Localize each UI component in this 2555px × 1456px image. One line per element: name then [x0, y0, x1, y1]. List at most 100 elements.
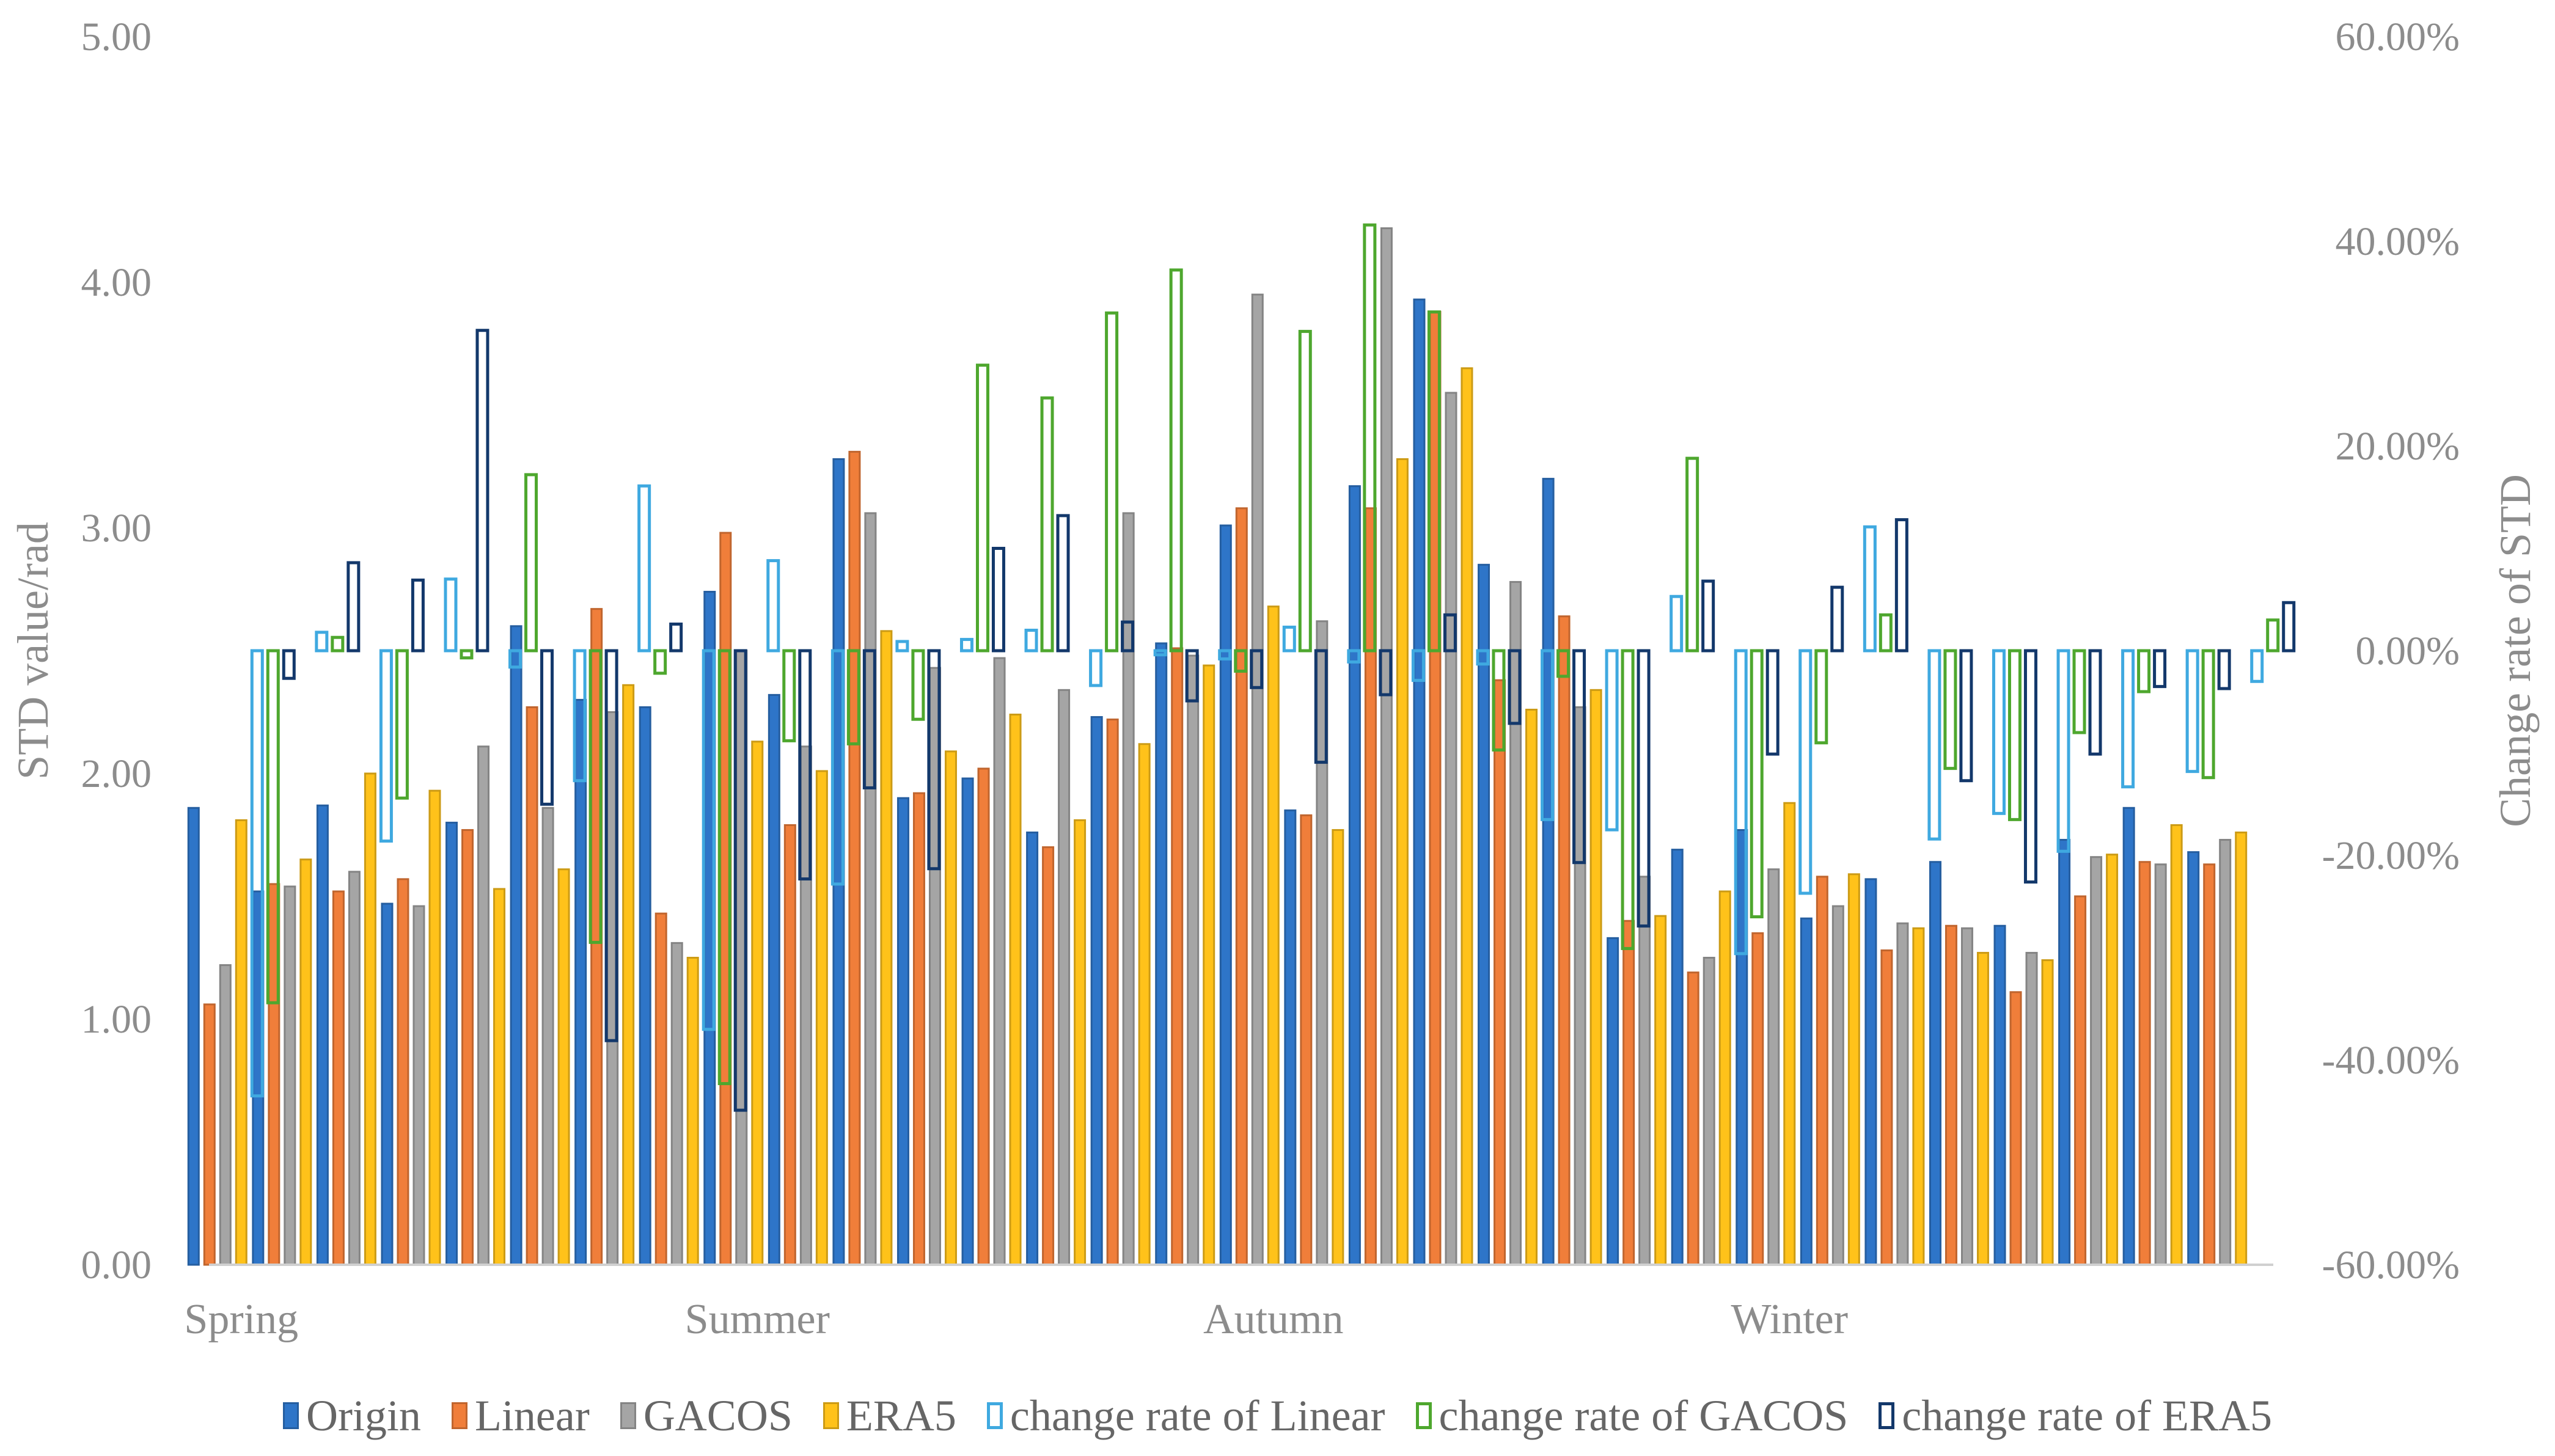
bar-gacos — [1896, 922, 1909, 1266]
bar-linear — [1106, 719, 1119, 1266]
season-label: Winter — [1731, 1296, 1849, 1343]
bar-origin — [1219, 524, 1232, 1266]
bar-change-rate-of-era5 — [282, 649, 296, 680]
bar-change-rate-of-gacos — [1943, 649, 1957, 770]
bar-gacos — [284, 885, 296, 1266]
bar-change-rate-of-linear — [766, 559, 780, 653]
bar-change-rate-of-era5 — [540, 649, 554, 806]
bar-change-rate-of-era5 — [2023, 649, 2037, 884]
bar-change-rate-of-era5 — [346, 561, 361, 653]
bar-origin — [639, 706, 651, 1266]
bar-era5 — [1203, 664, 1215, 1266]
bar-era5 — [1138, 743, 1151, 1266]
bar-change-rate-of-era5 — [669, 622, 683, 653]
season-label: Autumn — [1203, 1296, 1343, 1343]
bar-era5 — [1525, 708, 1538, 1266]
bar-change-rate-of-era5 — [2088, 649, 2102, 756]
bar-origin — [316, 804, 329, 1266]
legend-swatch — [620, 1402, 636, 1429]
bar-gacos — [1380, 227, 1393, 1266]
bar-era5 — [2041, 959, 2054, 1266]
bar-linear — [1235, 507, 1248, 1266]
bar-linear — [1687, 971, 1699, 1266]
bar-era5 — [1332, 829, 1344, 1266]
bar-linear — [783, 824, 796, 1266]
bar-change-rate-of-era5 — [1572, 649, 1586, 865]
bar-era5 — [1847, 873, 1860, 1266]
y2-tick-label: 0.00% — [2356, 629, 2460, 673]
legend-item: Origin — [282, 1391, 421, 1441]
y-axis-title: STD value/rad — [9, 522, 57, 780]
bar-change-rate-of-gacos — [1427, 310, 1441, 653]
bar-era5 — [299, 858, 312, 1266]
bar-era5 — [1718, 890, 1731, 1266]
bar-change-rate-of-gacos — [653, 649, 667, 675]
bar-change-rate-of-gacos — [911, 649, 925, 721]
bar-era5 — [1074, 819, 1087, 1266]
bar-origin — [2122, 807, 2135, 1266]
bar-change-rate-of-era5 — [1056, 514, 1070, 653]
bar-change-rate-of-linear — [637, 484, 651, 653]
legend-label: Linear — [474, 1391, 590, 1440]
bar-change-rate-of-gacos — [1685, 456, 1699, 653]
y2-tick-label: -20.00% — [2322, 833, 2460, 878]
bar-era5 — [1396, 458, 1409, 1266]
x-axis-season-labels: Spring Summer Autumn Winter — [184, 1296, 1848, 1343]
y-tick-label: 4.00 — [81, 260, 152, 305]
bar-change-rate-of-gacos — [524, 473, 538, 653]
season-label: Summer — [685, 1296, 830, 1343]
bar-linear — [1945, 924, 1957, 1266]
bar-linear — [2009, 991, 2022, 1266]
bars-change-rates — [250, 223, 2296, 1112]
legend-item: change rate of ERA5 — [1879, 1391, 2272, 1441]
bar-era5 — [2170, 824, 2183, 1266]
bar-change-rate-of-linear — [1863, 525, 1877, 653]
bar-change-rate-of-era5 — [2217, 649, 2231, 690]
legend: Origin Linear GACOS ERA5 change rate of Line… — [0, 1388, 2555, 1443]
bar-origin — [2058, 839, 2071, 1266]
bar-era5 — [364, 772, 376, 1266]
bar-change-rate-of-gacos — [460, 649, 474, 660]
y-tick-label: 0.00 — [81, 1243, 152, 1287]
bar-gacos — [2090, 856, 2103, 1266]
bar-change-rate-of-linear — [444, 577, 458, 653]
bar-era5 — [428, 789, 441, 1266]
bar-change-rate-of-era5 — [2153, 649, 2167, 689]
bar-gacos — [670, 942, 683, 1266]
bar-change-rate-of-era5 — [1701, 579, 1715, 653]
bar-change-rate-of-gacos — [1750, 649, 1764, 918]
bar-change-rate-of-gacos — [717, 649, 731, 1086]
bar-change-rate-of-gacos — [1621, 649, 1635, 950]
bar-gacos — [477, 745, 490, 1266]
bar-era5 — [815, 770, 828, 1266]
y2-tick-label: 60.00% — [2336, 15, 2460, 59]
bar-change-rate-of-linear — [830, 649, 845, 886]
bar-change-rate-of-gacos — [1040, 396, 1054, 653]
y-tick-label: 5.00 — [81, 15, 152, 59]
legend-swatch — [823, 1402, 839, 1429]
bar-era5 — [1912, 927, 1925, 1266]
bar-change-rate-of-linear — [1927, 649, 1941, 841]
bar-change-rate-of-gacos — [1556, 649, 1571, 678]
bar-origin — [1478, 563, 1490, 1266]
bar-change-rate-of-linear — [895, 640, 909, 653]
bar-linear — [2138, 861, 2151, 1266]
bar-change-rate-of-linear — [1992, 649, 2006, 815]
y-tick-label: 1.00 — [81, 997, 152, 1042]
bar-gacos — [1767, 868, 1780, 1266]
bar-era5 — [1009, 714, 1022, 1266]
bar-origin — [2187, 851, 2200, 1266]
bar-change-rate-of-linear — [1153, 649, 1167, 657]
y2-tick-label: -60.00% — [2322, 1243, 2460, 1287]
y-tick-label: 2.00 — [81, 752, 152, 796]
bar-change-rate-of-gacos — [395, 649, 409, 800]
bar-change-rate-of-linear — [1670, 594, 1684, 653]
legend-item: change rate of GACOS — [1415, 1391, 1848, 1441]
bar-change-rate-of-era5 — [1379, 649, 1393, 697]
bar-linear — [977, 767, 990, 1266]
bar-gacos — [1960, 927, 1973, 1266]
bar-linear — [1494, 679, 1506, 1266]
bar-change-rate-of-era5 — [411, 578, 425, 653]
bar-era5 — [2106, 854, 2119, 1266]
